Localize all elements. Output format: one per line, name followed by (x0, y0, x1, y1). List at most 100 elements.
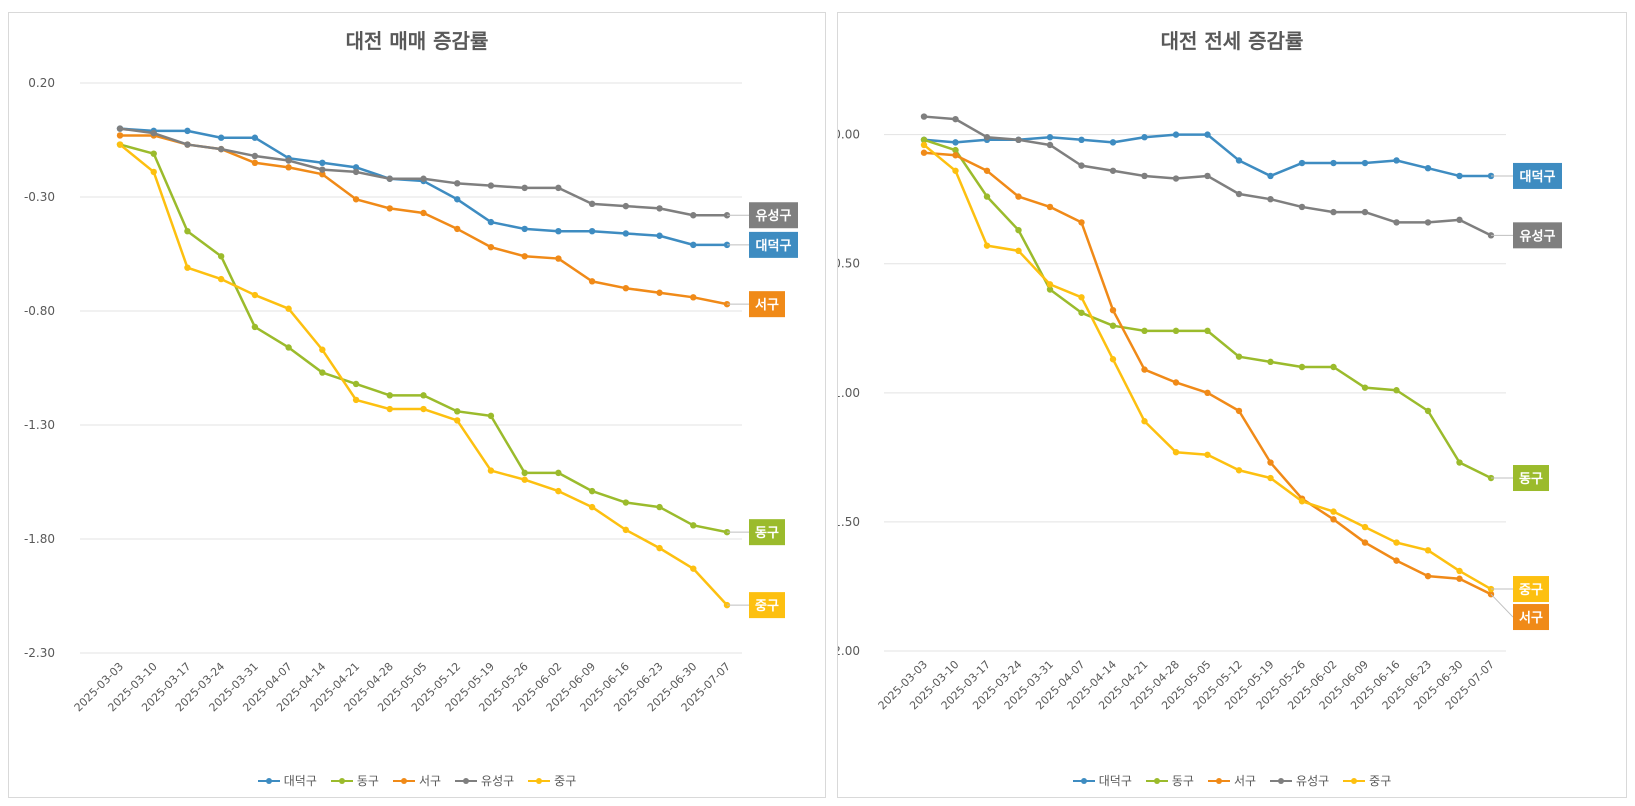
data-point (920, 141, 928, 149)
data-point (588, 228, 596, 235)
data-point (690, 522, 697, 529)
data-point (1235, 353, 1243, 360)
data-point (1267, 474, 1274, 482)
legend-item: 중구 (528, 772, 576, 789)
data-point (454, 196, 461, 203)
data-point (1078, 162, 1085, 169)
data-point (1109, 356, 1117, 363)
data-point (352, 380, 360, 388)
data-point (1172, 327, 1180, 335)
data-point (1361, 539, 1369, 546)
legend-swatch (1072, 777, 1095, 785)
data-point (521, 469, 528, 477)
legend-item: 서구 (1207, 772, 1256, 789)
data-point (1046, 203, 1054, 211)
data-point (251, 159, 259, 166)
data-point (1361, 384, 1369, 391)
data-point (1298, 203, 1306, 211)
data-point (952, 115, 959, 123)
y-tick-label: -1.80 (24, 532, 55, 546)
legend-label: 대덕구 (1098, 774, 1132, 788)
data-point (656, 503, 663, 511)
data-point (420, 405, 427, 413)
data-point (352, 196, 360, 203)
data-point (1393, 387, 1400, 394)
y-tick-label: -2.30 (24, 646, 55, 660)
data-point (1078, 309, 1085, 316)
data-point (1109, 322, 1117, 329)
end-label-box (1513, 465, 1549, 492)
data-point (184, 264, 191, 271)
data-point (1204, 451, 1211, 458)
data-point (1298, 159, 1306, 167)
data-point (1078, 219, 1085, 226)
legend-label: 중구 (554, 774, 577, 788)
data-point (386, 175, 393, 182)
y-tick-label: -0.80 (24, 304, 55, 318)
data-point (1393, 157, 1400, 164)
data-point (588, 200, 596, 208)
series-line-서구 (120, 134, 728, 306)
series-line-동구 (119, 143, 728, 534)
y-tick-label: -1.50 (838, 515, 860, 529)
data-point (1204, 389, 1211, 397)
data-point (454, 225, 461, 233)
end-label-text: 동구 (1519, 472, 1543, 487)
data-point (1172, 131, 1180, 138)
data-point (1393, 219, 1400, 226)
data-point (952, 152, 959, 159)
data-point (150, 150, 157, 157)
data-point (1204, 131, 1211, 138)
legend-item: 서구 (392, 772, 441, 789)
data-point (217, 253, 225, 260)
data-point (1267, 195, 1274, 203)
data-point (487, 182, 495, 189)
data-point (319, 171, 326, 178)
data-point (1424, 572, 1432, 580)
data-point (1015, 226, 1022, 234)
data-point (622, 499, 630, 506)
chart-panel-jeonse: 대전 전세 증감률 0.00-0.50-1.00-1.50-2.002025-0… (837, 12, 1627, 798)
data-point (690, 294, 697, 301)
data-point (487, 218, 495, 226)
end-label-text: 서구 (755, 298, 779, 313)
data-point (1015, 193, 1022, 200)
data-point (1015, 247, 1022, 255)
end-label-text: 유성구 (756, 209, 792, 224)
chart-legend: 대덕구 동구 서구 유성구 중구 (838, 772, 1626, 789)
data-point (1015, 136, 1022, 143)
data-point (1424, 219, 1432, 226)
data-point (952, 167, 959, 174)
data-point (690, 241, 697, 249)
data-point (487, 467, 495, 474)
data-point (150, 129, 157, 137)
data-point (1141, 366, 1148, 373)
data-point (1109, 307, 1117, 314)
data-point (1424, 407, 1432, 415)
legend-label: 동구 (1171, 774, 1194, 788)
data-point (983, 242, 991, 249)
data-point (420, 175, 427, 182)
data-point (1330, 363, 1337, 371)
data-point (1330, 159, 1337, 167)
legend-swatch (392, 777, 415, 785)
data-point (1298, 498, 1306, 505)
chart-svg-sale: 0.20-0.30-0.80-1.30-1.80-2.302025-03-032… (24, 76, 798, 714)
data-point (150, 168, 157, 176)
data-point (1267, 358, 1274, 366)
data-point (1298, 363, 1306, 371)
data-point (352, 164, 360, 171)
data-point (952, 146, 959, 154)
data-point (622, 230, 630, 237)
legend-item: 동구 (1145, 772, 1194, 789)
data-point (1456, 172, 1463, 180)
chart-svg-jeonse: 0.00-0.50-1.00-1.50-2.002025-03-032025-0… (838, 113, 1562, 712)
data-point (1361, 208, 1369, 216)
data-point (521, 225, 528, 233)
data-point (454, 417, 461, 424)
data-point (656, 232, 663, 239)
y-tick-label: -0.30 (24, 190, 55, 204)
data-point (555, 184, 562, 192)
end-label-connector (1490, 593, 1514, 618)
data-point (285, 157, 292, 164)
